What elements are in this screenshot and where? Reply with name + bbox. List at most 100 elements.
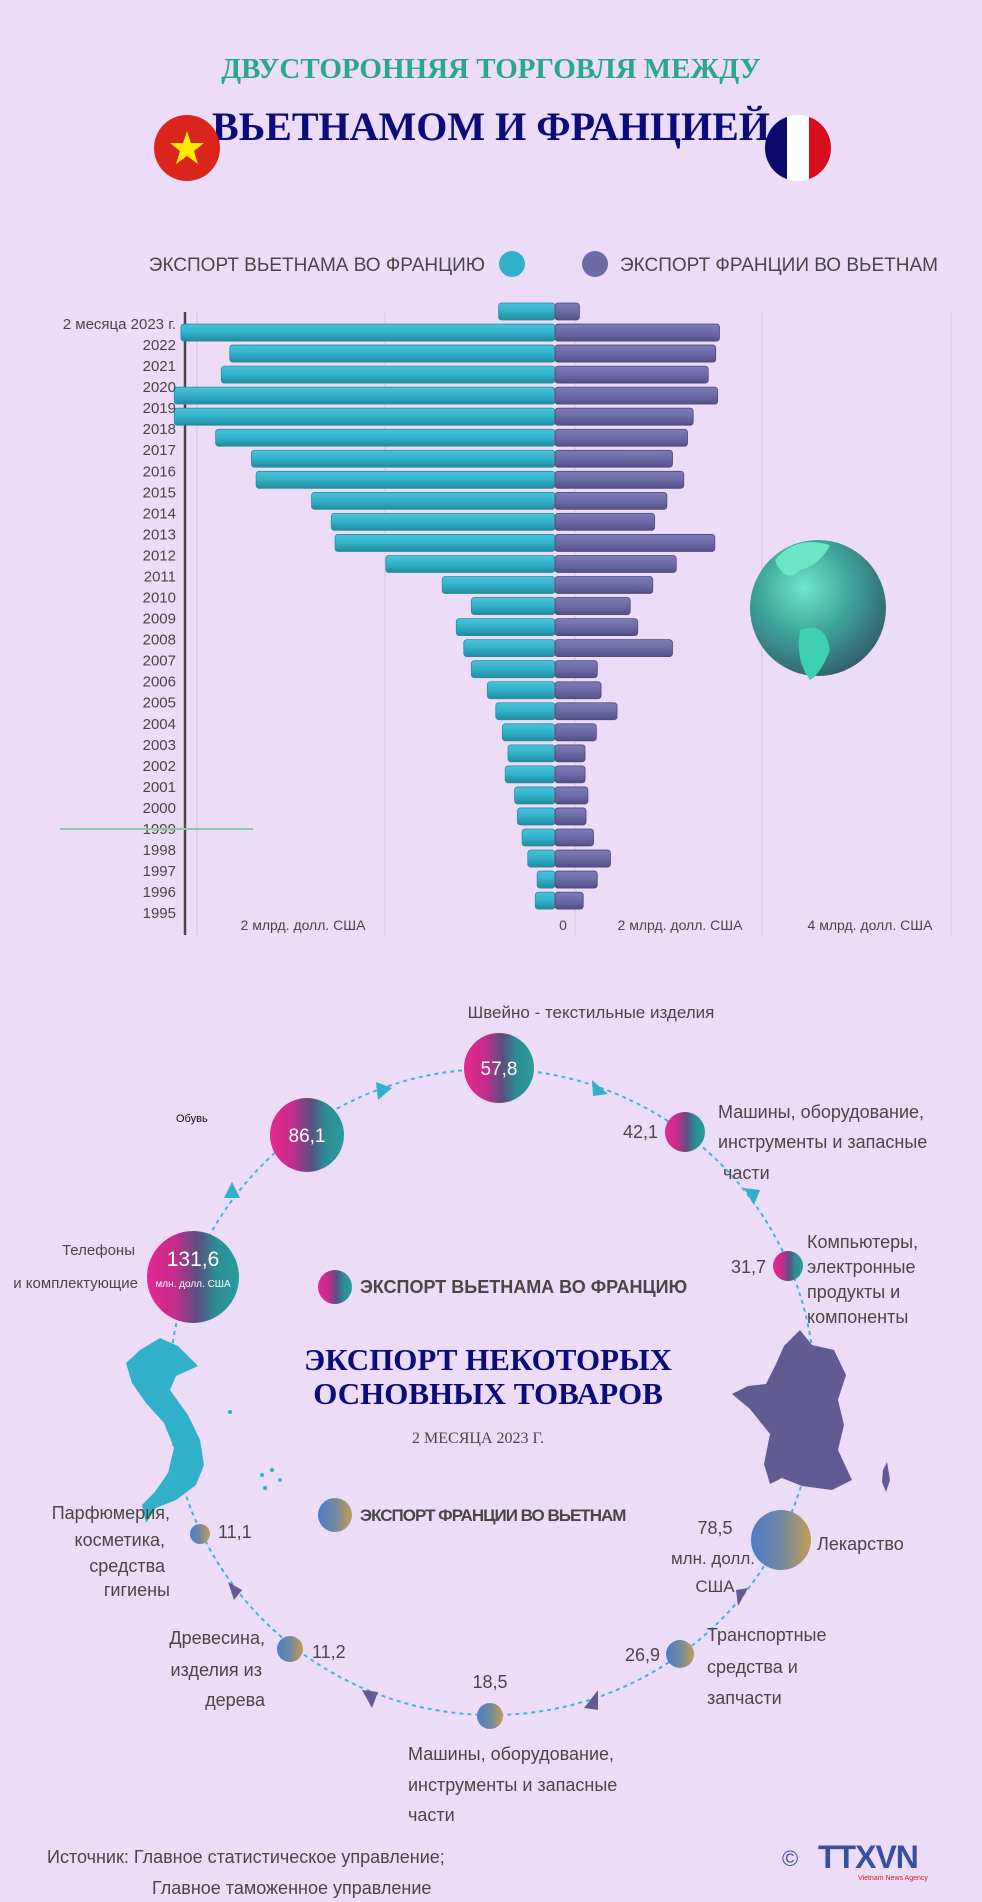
bar-fr-export [554, 702, 618, 721]
category-label: 2007 [143, 653, 176, 670]
category-label: 2008 [143, 632, 176, 649]
svg-text:Обувь: Обувь [176, 1113, 208, 1125]
svg-text:TTXVN: TTXVN [818, 1839, 918, 1875]
category-label: 2022 [143, 337, 176, 354]
bar-fr-export [554, 407, 694, 426]
fr-item-machinery: 18,5 Машины, оборудование, инструменты и… [408, 1672, 617, 1825]
svg-text:86,1: 86,1 [289, 1126, 326, 1147]
category-label: 2012 [143, 547, 176, 564]
legend-fr-products: ЭКСПОРТ ФРАНЦИИ ВО ВЬЕТНАМ [318, 1498, 627, 1532]
bar-fr-export [554, 365, 709, 384]
svg-text:изделия из: изделия из [171, 1660, 262, 1680]
category-label: 2015 [143, 484, 176, 501]
category-label: 1995 [143, 905, 176, 922]
bar-fr-export [554, 744, 586, 763]
chart-legend: ЭКСПОРТ ВЬЕТНАМА ВО ФРАНЦИЮ ЭКСПОРТ ФРАН… [149, 251, 938, 277]
bar-vn-export [498, 302, 556, 321]
svg-text:11,2: 11,2 [312, 1642, 346, 1662]
svg-text:млн. долл.: млн. долл. [671, 1549, 755, 1568]
svg-text:Лекарство: Лекарство [817, 1534, 904, 1554]
bar-fr-export [554, 786, 589, 805]
ttxvn-logo: © TTXVN Vietnam News Agency [782, 1839, 928, 1882]
bar-fr-export [554, 723, 597, 742]
bar-vn-export [463, 639, 556, 658]
bar-vn-export [330, 513, 556, 531]
category-labels: 2 месяца 2023 г. 2022 2021 2020 2019 2018 2017… [63, 316, 176, 922]
svg-text:средства и: средства и [707, 1657, 798, 1677]
legend-fr-swatch [582, 251, 608, 277]
svg-text:косметика,: косметика, [75, 1530, 165, 1550]
svg-text:Парфюмерия,: Парфюмерия, [52, 1503, 170, 1523]
svg-text:Швейно - текстильные изделия: Швейно - текстильные изделия [468, 1003, 715, 1022]
svg-text:18,5: 18,5 [472, 1672, 507, 1692]
bar-vn-export [536, 870, 556, 889]
bar-vn-export [255, 470, 556, 489]
vn-item-textiles: 57,8 Швейно - текстильные изделия [464, 1003, 714, 1103]
bar-vn-export [534, 891, 556, 910]
fr-item-wood: 11,2 Древесина, изделия из дерева [169, 1628, 345, 1710]
bar-vn-export [470, 597, 556, 615]
bar-fr-export [554, 660, 598, 679]
bar-chart: 2 месяца 2023 г. 2022 2021 2020 2019 2018 2017… [60, 302, 952, 935]
svg-text:Машины, оборудование,: Машины, оборудование, [408, 1744, 614, 1764]
bar-fr-export [554, 386, 719, 405]
category-label: 2005 [143, 695, 176, 712]
bar-vn-export [521, 828, 556, 847]
svg-text:11,1: 11,1 [218, 1522, 252, 1542]
bar-vn-export [455, 618, 556, 636]
svg-text:США: США [695, 1577, 735, 1596]
svg-text:средства: средства [89, 1556, 166, 1576]
bar-vn-export [215, 428, 556, 447]
bar-fr-export [554, 639, 673, 658]
svg-text:131,6: 131,6 [167, 1248, 220, 1271]
vn-item-machinery: 42,1 Машины, оборудование, инструменты и… [623, 1102, 927, 1183]
category-label: 1996 [143, 884, 176, 901]
fr-item-medicine: 78,5 млн. долл. США Лекарство [671, 1510, 904, 1596]
bar-fr-export [554, 323, 720, 342]
bar-vn-export [173, 386, 556, 405]
vn-item-computers: 31,7 Компьютеры, электронные продукты и … [731, 1232, 918, 1327]
vietnam-flag-icon [154, 115, 220, 181]
bar-vn-export [385, 555, 556, 573]
category-label: 2006 [143, 674, 176, 691]
bar-vn-export [441, 576, 556, 594]
bars [173, 302, 720, 910]
tick-label: 2 млрд. долл. США [241, 917, 367, 933]
bar-vn-export [173, 407, 556, 426]
svg-text:31,7: 31,7 [731, 1257, 766, 1277]
category-label: 2013 [143, 526, 176, 543]
category-label: 2003 [143, 737, 176, 754]
svg-text:компоненты: компоненты [807, 1307, 908, 1327]
arrow-icon [376, 1082, 392, 1100]
svg-text:и комплектующие: и комплектующие [13, 1275, 138, 1292]
bar-vn-export [334, 534, 556, 552]
legend-vn-label: ЭКСПОРТ ВЬЕТНАМА ВО ФРАНЦИЮ [360, 1277, 687, 1297]
bar-vn-export [514, 786, 556, 805]
svg-text:млн. долл. США: млн. долл. США [155, 1279, 231, 1290]
bar-fr-export [554, 302, 580, 321]
source-line2: Главное таможенное управление [152, 1878, 431, 1898]
vn-item-footwear: 86,1 Обувь [176, 1098, 344, 1172]
bar-vn-export [527, 849, 556, 868]
category-label: 2014 [143, 505, 176, 522]
tick-label: 4 млрд. долл. США [808, 917, 934, 933]
products-period: 2 МЕСЯЦА 2023 Г. [412, 1430, 544, 1447]
bar-vn-export [517, 807, 556, 826]
fr-item-cosmetics: 11,1 Парфюмерия, косметика, средства гиг… [52, 1503, 252, 1600]
bar-vn-export [220, 365, 556, 384]
category-label: 2016 [143, 463, 176, 480]
svg-text:©: © [782, 1846, 798, 1871]
category-label: 2001 [143, 779, 176, 796]
title-line2: ВЬЕТНАМОМ И ФРАНЦИЕЙ [212, 104, 770, 149]
bar-fr-export [554, 428, 688, 447]
category-label: 2011 [144, 568, 176, 585]
tick-label: 0 [559, 917, 567, 933]
svg-text:26,9: 26,9 [625, 1645, 660, 1665]
direction-arrows [224, 1080, 760, 1710]
products-title-line1: ЭКСПОРТ НЕКОТОРЫХ [304, 1342, 672, 1377]
bar-fr-export [554, 891, 584, 910]
category-label: 2 месяца 2023 г. [63, 316, 176, 333]
svg-text:Vietnam News Agency: Vietnam News Agency [858, 1875, 928, 1882]
svg-text:42,1: 42,1 [623, 1122, 658, 1142]
